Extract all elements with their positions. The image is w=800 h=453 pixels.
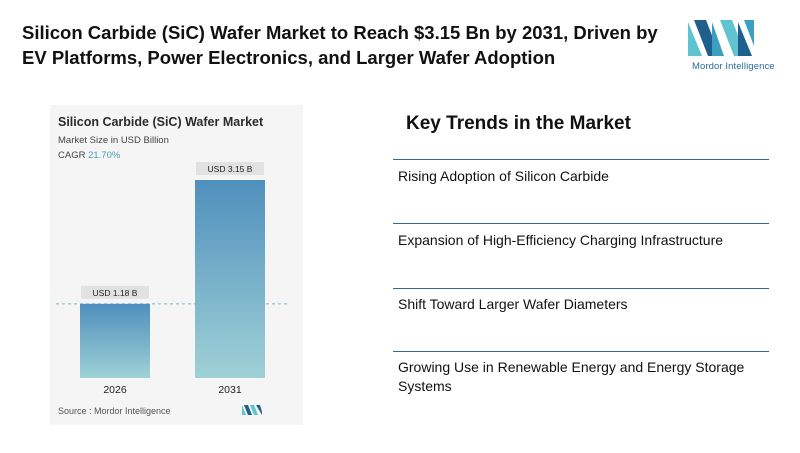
- chart-panel: Silicon Carbide (SiC) Wafer Market Marke…: [50, 105, 303, 425]
- mordor-logo-icon: [688, 20, 754, 56]
- chart-source: Source : Mordor Intelligence: [58, 406, 171, 416]
- trend-item: Shift Toward Larger Wafer Diameters: [398, 296, 628, 312]
- bar-2031: [195, 180, 265, 378]
- key-trends-title: Key Trends in the Market: [406, 113, 631, 134]
- trend-divider: [393, 223, 769, 224]
- trend-divider: [393, 159, 769, 160]
- x-tick-label-2031: 2031: [218, 384, 242, 396]
- chart-title: Silicon Carbide (SiC) Wafer Market: [58, 115, 264, 129]
- trend-item: Growing Use in Renewable Energy and Ener…: [398, 359, 745, 394]
- cagr-value: 21.70%: [88, 150, 121, 161]
- data-label-box-2026: [81, 285, 149, 299]
- trend-item: Expansion of High-Efficiency Charging In…: [398, 232, 724, 248]
- trend-divider: [393, 351, 769, 352]
- mordor-intelligence-logo: Mordor Intelligence: [684, 16, 784, 76]
- trend-item: Rising Adoption of Silicon Carbide: [398, 168, 609, 184]
- mini-logo-icon: [242, 405, 262, 415]
- data-label-box-2031: [196, 162, 264, 175]
- data-label-2026: USD 1.18 B: [93, 288, 138, 298]
- cagr-label: CAGR: [58, 150, 86, 161]
- bar-2026: [80, 303, 150, 378]
- bar-chart: USD 1.18 B 2026 USD 3.15 B 2031: [56, 162, 290, 396]
- data-label-2031: USD 3.15 B: [208, 164, 253, 174]
- chart-cagr: CAGR 21.70%: [58, 150, 120, 161]
- logo-text: Mordor Intelligence: [692, 61, 775, 72]
- page-headline: Silicon Carbide (SiC) Wafer Market to Re…: [22, 22, 658, 68]
- trend-divider: [393, 288, 769, 289]
- x-tick-label-2026: 2026: [103, 384, 127, 396]
- chart-subtitle: Market Size in USD Billion: [58, 135, 169, 146]
